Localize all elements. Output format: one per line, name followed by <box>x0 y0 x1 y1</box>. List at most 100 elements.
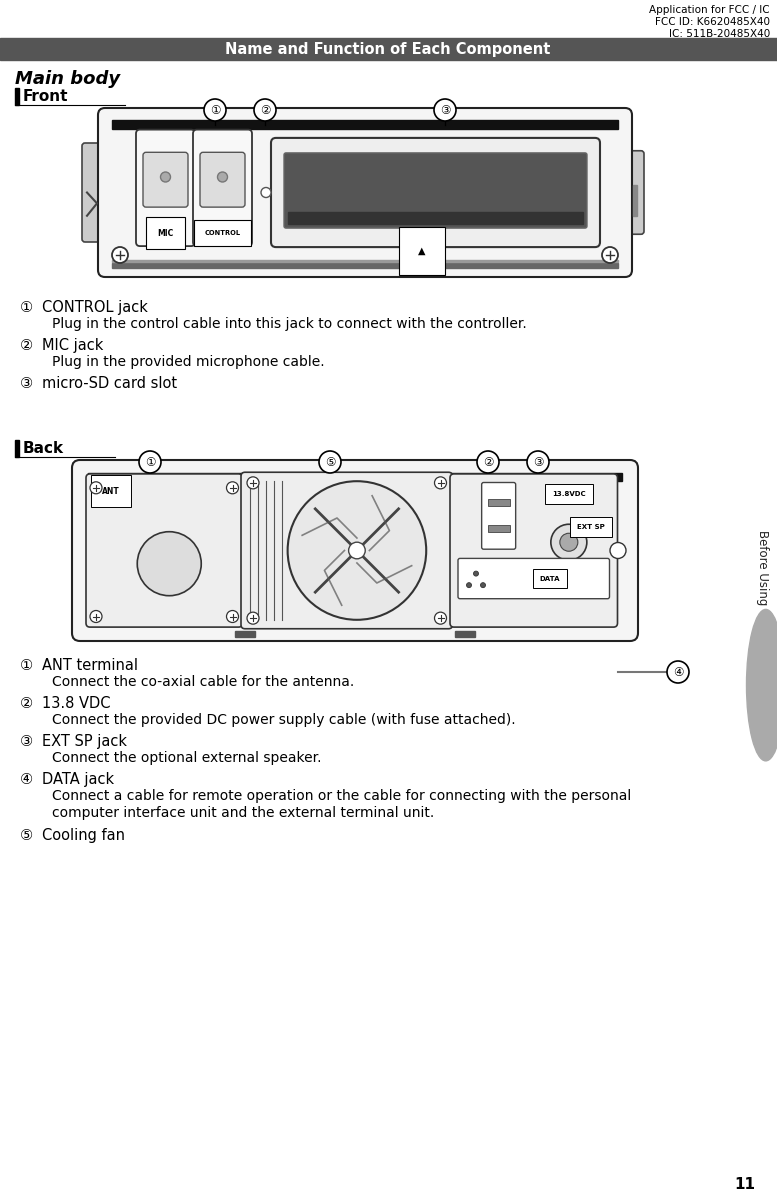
Circle shape <box>610 542 626 559</box>
Text: Name and Function of Each Component: Name and Function of Each Component <box>225 42 551 56</box>
Text: ①: ① <box>20 657 33 673</box>
FancyBboxPatch shape <box>193 130 252 246</box>
Circle shape <box>480 583 486 588</box>
Bar <box>112 260 618 262</box>
Circle shape <box>218 172 228 182</box>
FancyBboxPatch shape <box>482 482 516 549</box>
Text: IC: 511B-20485X40: IC: 511B-20485X40 <box>669 29 770 38</box>
Circle shape <box>247 612 259 624</box>
Circle shape <box>473 571 479 576</box>
Circle shape <box>204 99 226 121</box>
Text: Back: Back <box>23 441 64 456</box>
Text: ③: ③ <box>20 376 33 391</box>
Bar <box>112 263 618 268</box>
Text: Plug in the provided microphone cable.: Plug in the provided microphone cable. <box>52 355 325 369</box>
Circle shape <box>161 172 170 182</box>
Text: Connect the co-axial cable for the antenna.: Connect the co-axial cable for the anten… <box>52 676 354 689</box>
FancyBboxPatch shape <box>271 138 600 248</box>
Text: Connect the optional external speaker.: Connect the optional external speaker. <box>52 751 322 764</box>
Circle shape <box>667 661 689 683</box>
Circle shape <box>261 188 271 197</box>
Circle shape <box>602 246 618 263</box>
Circle shape <box>139 451 161 474</box>
FancyBboxPatch shape <box>450 474 618 627</box>
Text: ②: ② <box>20 696 33 712</box>
Circle shape <box>164 559 174 569</box>
Circle shape <box>90 482 102 494</box>
Text: 11: 11 <box>734 1177 755 1192</box>
Circle shape <box>247 477 259 489</box>
FancyBboxPatch shape <box>620 150 644 234</box>
Text: Plug in the control cable into this jack to connect with the controller.: Plug in the control cable into this jack… <box>52 317 527 331</box>
FancyBboxPatch shape <box>82 143 110 242</box>
FancyBboxPatch shape <box>241 472 452 629</box>
Text: Connect a cable for remote operation or the cable for connecting with the person: Connect a cable for remote operation or … <box>52 789 631 803</box>
Bar <box>488 500 510 506</box>
Circle shape <box>434 99 456 121</box>
Bar <box>88 474 622 481</box>
Bar <box>235 631 255 637</box>
FancyBboxPatch shape <box>98 108 632 276</box>
Text: 13.8 VDC: 13.8 VDC <box>42 696 110 712</box>
Text: ③: ③ <box>20 734 33 749</box>
Circle shape <box>112 246 128 263</box>
Text: Cooling fan: Cooling fan <box>42 828 125 843</box>
Text: ▲: ▲ <box>419 246 426 256</box>
Text: ①: ① <box>210 103 220 117</box>
Text: ④: ④ <box>673 666 683 678</box>
Text: ANT: ANT <box>102 487 120 495</box>
Circle shape <box>527 451 549 474</box>
Circle shape <box>466 583 472 588</box>
Bar <box>0 38 777 60</box>
Text: ③: ③ <box>533 456 543 469</box>
Text: Connect the provided DC power supply cable (with fuse attached).: Connect the provided DC power supply cab… <box>52 713 516 727</box>
FancyBboxPatch shape <box>458 559 609 599</box>
Bar <box>455 631 475 637</box>
Bar <box>15 88 19 105</box>
Text: EXT SP: EXT SP <box>577 524 605 530</box>
Circle shape <box>551 524 587 560</box>
Text: ①: ① <box>20 300 33 315</box>
Text: ⑤: ⑤ <box>325 456 335 469</box>
FancyBboxPatch shape <box>143 153 188 207</box>
Text: micro-SD card slot: micro-SD card slot <box>42 376 177 391</box>
Text: 13.8VDC: 13.8VDC <box>552 492 586 498</box>
Text: ②: ② <box>260 103 270 117</box>
Text: ANT terminal: ANT terminal <box>42 657 138 673</box>
Circle shape <box>254 99 276 121</box>
Bar <box>488 524 510 531</box>
FancyBboxPatch shape <box>136 130 195 246</box>
Text: ⑤: ⑤ <box>20 828 33 843</box>
FancyBboxPatch shape <box>72 460 638 641</box>
Text: EXT SP jack: EXT SP jack <box>42 734 127 749</box>
Circle shape <box>319 451 341 474</box>
Circle shape <box>434 477 447 489</box>
Text: ③: ③ <box>440 103 450 117</box>
Text: CONTROL jack: CONTROL jack <box>42 300 148 315</box>
Text: ②: ② <box>20 338 33 353</box>
Circle shape <box>227 482 239 494</box>
FancyBboxPatch shape <box>284 153 587 228</box>
Text: ①: ① <box>145 456 155 469</box>
Text: Application for FCC / IC: Application for FCC / IC <box>650 5 770 14</box>
Circle shape <box>560 534 578 552</box>
Circle shape <box>156 551 183 577</box>
Text: ④: ④ <box>20 772 33 787</box>
Text: DATA: DATA <box>539 576 560 582</box>
Circle shape <box>90 611 102 623</box>
Text: MIC jack: MIC jack <box>42 338 103 353</box>
FancyBboxPatch shape <box>86 474 242 627</box>
Text: Main body: Main body <box>15 70 120 88</box>
Text: DATA jack: DATA jack <box>42 772 114 787</box>
Text: ②: ② <box>483 456 493 469</box>
FancyBboxPatch shape <box>200 153 245 207</box>
Text: CONTROL: CONTROL <box>204 230 241 236</box>
Circle shape <box>138 531 201 596</box>
Circle shape <box>434 612 447 624</box>
Bar <box>288 212 583 224</box>
Text: Front: Front <box>23 89 68 105</box>
Text: computer interface unit and the external terminal unit.: computer interface unit and the external… <box>52 807 434 820</box>
Circle shape <box>349 542 365 559</box>
Text: FCC ID: K6620485X40: FCC ID: K6620485X40 <box>655 17 770 26</box>
Text: MIC: MIC <box>158 228 173 238</box>
